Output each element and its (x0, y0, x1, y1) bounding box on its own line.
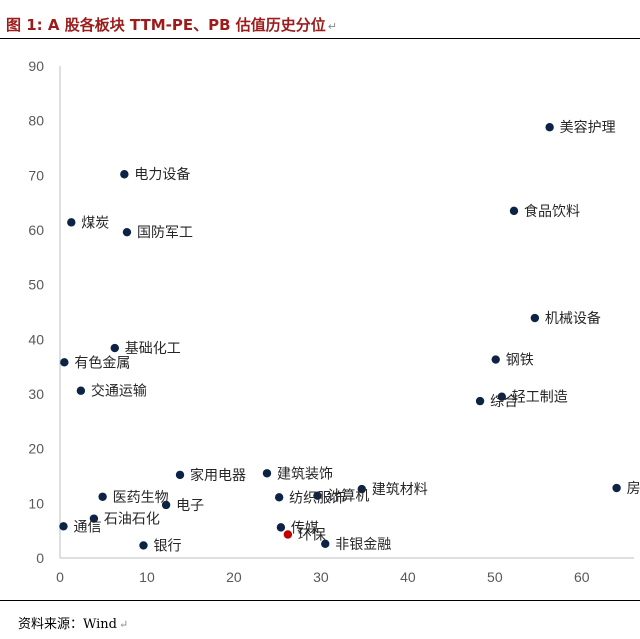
data-point-label: 国防军工 (137, 225, 193, 241)
data-point (139, 541, 148, 550)
y-tick-label: 30 (28, 386, 44, 402)
data-point-label: 建筑材料 (372, 482, 428, 498)
y-tick-label: 90 (28, 58, 44, 74)
data-point (89, 514, 99, 523)
data-point-label: 机械设备 (545, 310, 601, 327)
data-point-label: 纺织服饰 (289, 490, 345, 506)
data-point-label: 环保 (298, 527, 326, 543)
y-tick-label: 70 (28, 167, 44, 183)
data-point (110, 343, 119, 353)
data-point (283, 530, 293, 539)
data-point (475, 396, 485, 406)
data-point-label: 石油石化 (104, 512, 160, 528)
data-point-label: 有色金属 (74, 354, 130, 371)
data-point (122, 227, 132, 237)
data-point (76, 386, 86, 395)
y-tick-label: 20 (28, 441, 44, 457)
chart-axes (59, 66, 634, 559)
data-point-label: 建筑装饰 (277, 466, 333, 482)
scatter-chart: 0 10 20 30 40 50 60 0 10 20 30 40 50 60 70 80 90 美容护理电力设… (28, 58, 640, 585)
data-point (60, 358, 69, 367)
data-point-label: 美容护理 (560, 119, 616, 136)
data-point (545, 123, 554, 132)
data-point-label: 计算机 (327, 489, 369, 505)
footer: 资料来源：Wind ↵ (0, 600, 640, 639)
data-point-label: 基础化工 (125, 340, 181, 357)
x-tick-label: 10 (139, 569, 155, 585)
y-tick-label: 40 (28, 331, 44, 347)
x-tick-label: 30 (313, 569, 329, 585)
data-point-label: 电子 (176, 498, 204, 514)
data-point (262, 469, 272, 478)
x-tick-label: 60 (574, 569, 590, 585)
data-point (175, 470, 185, 480)
data-point (491, 355, 500, 364)
data-point (59, 522, 68, 531)
data-point (612, 483, 621, 493)
data-point (509, 206, 519, 216)
x-tick-label: 50 (487, 569, 503, 585)
data-point (530, 313, 540, 323)
paragraph-mark-icon: ↵ (119, 618, 129, 631)
data-point-label: 通信 (73, 519, 101, 535)
data-point-label: 电力设备 (134, 166, 190, 183)
data-point (274, 493, 284, 502)
data-point-label: 食品饮料 (524, 203, 580, 220)
y-tick-label: 10 (28, 495, 44, 511)
y-tick-label: 0 (36, 550, 44, 566)
data-point-label: 房地产 (627, 481, 640, 497)
data-point-label: 交通运输 (91, 383, 147, 400)
data-point (276, 523, 286, 532)
y-tick-label: 60 (28, 222, 44, 238)
source-note: 资料来源：Wind ↵ (18, 613, 128, 632)
figure-title-text: 图 1: A 股各板块 TTM-PE、PB 估值历史分位 (6, 16, 326, 34)
data-point-label: 传媒 (291, 520, 319, 536)
data-point-label: 煤炭 (81, 215, 109, 231)
x-tick-label: 40 (400, 569, 416, 585)
chart-ticks: 0 10 20 30 40 50 60 0 10 20 30 40 50 60 70 80 90 (28, 58, 589, 585)
x-tick-label: 0 (56, 569, 64, 585)
title-bar: 图 1: A 股各板块 TTM-PE、PB 估值历史分位 ↵ (0, 0, 640, 39)
data-point (321, 539, 330, 548)
data-point (313, 491, 322, 500)
paragraph-mark-icon: ↵ (327, 20, 338, 33)
data-point-label: 综合 (490, 394, 518, 410)
data-point (161, 500, 171, 510)
y-tick-label: 50 (28, 277, 44, 293)
figure-title: 图 1: A 股各板块 TTM-PE、PB 估值历史分位 ↵ (6, 14, 337, 35)
data-point (67, 218, 76, 227)
data-point-label: 轻工制造 (512, 390, 568, 406)
data-point-label: 钢铁 (506, 353, 534, 369)
data-point-label: 银行 (153, 538, 181, 554)
x-tick-label: 20 (226, 569, 242, 585)
data-point-label: 非银金融 (335, 537, 391, 553)
data-point (120, 170, 129, 179)
data-point-label: 家用电器 (190, 467, 246, 484)
y-tick-label: 80 (28, 113, 44, 129)
source-text: 资料来源：Wind (18, 617, 117, 632)
data-point (497, 392, 507, 401)
chart-points (59, 123, 621, 550)
data-point (357, 484, 366, 494)
data-point-label: 医药生物 (113, 490, 169, 506)
data-point (98, 492, 107, 501)
